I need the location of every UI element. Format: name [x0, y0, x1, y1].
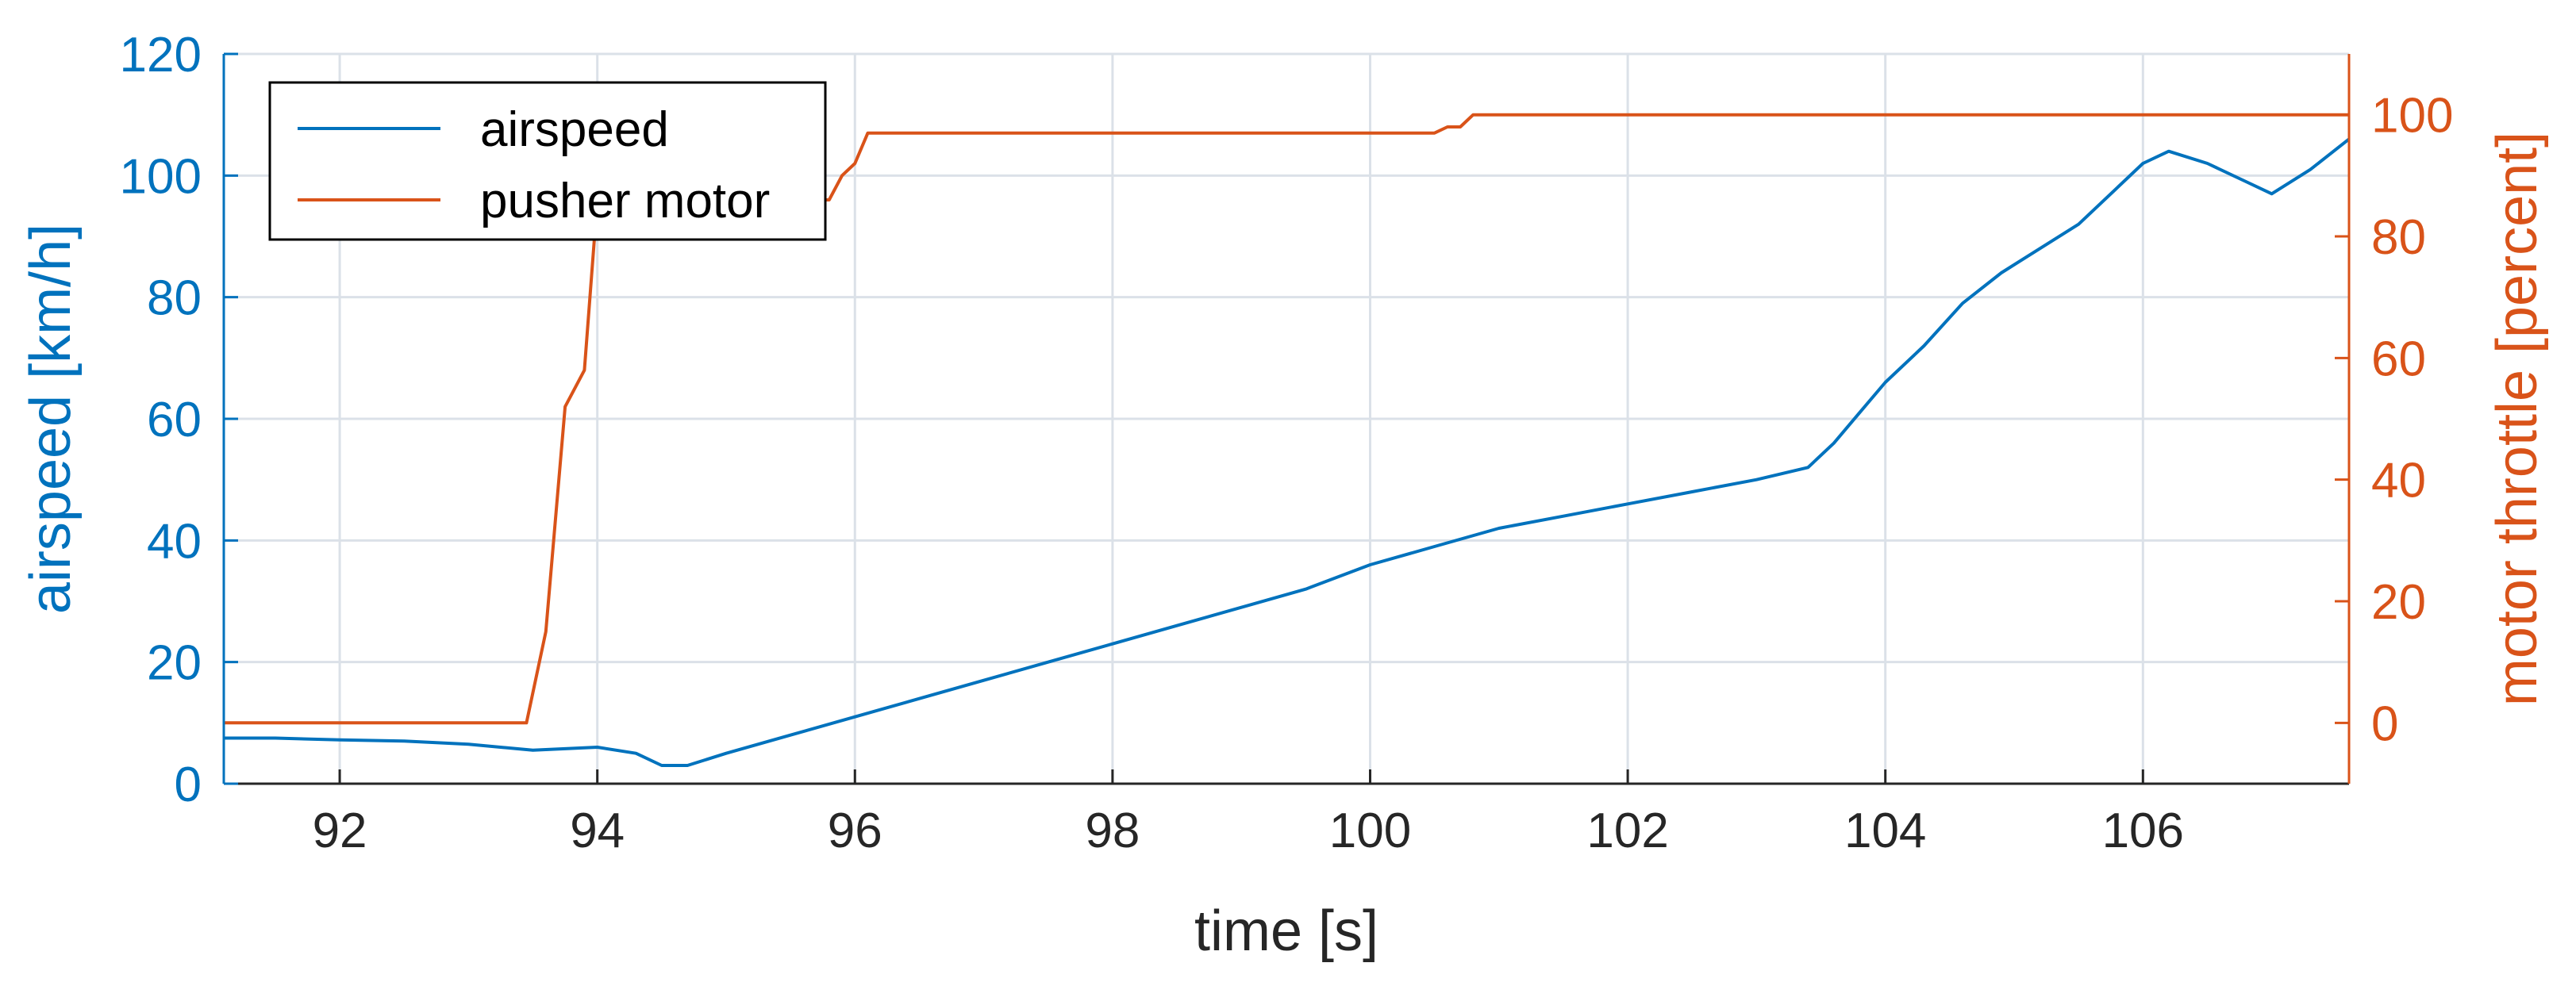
left-y-tick-label: 80: [147, 271, 202, 326]
x-tick-label: 94: [570, 804, 625, 858]
x-tick-label: 96: [828, 804, 882, 858]
plot-lines: [224, 113, 2351, 767]
x-axis-title: time [s]: [1194, 900, 1378, 963]
left-y-tick-label: 60: [147, 393, 202, 447]
x-tick-label: 106: [2102, 804, 2184, 858]
left-y-tick-label: 100: [120, 149, 202, 204]
left-y-tick-label: 20: [147, 636, 202, 691]
right-y-tick-label: 80: [2371, 210, 2426, 265]
right-y-tick-label: 100: [2371, 89, 2453, 144]
right-y-tick-label: 40: [2371, 454, 2426, 508]
right-y-tick-label: 20: [2371, 575, 2426, 630]
right-y-axis-title: motor throttle [percent]: [2486, 132, 2549, 706]
right-y-tick-label: 60: [2371, 332, 2426, 386]
pusher-motor-series-line: [224, 113, 2349, 725]
left-y-axis-title: airspeed [km/h]: [19, 224, 83, 614]
x-tick-label: 104: [1844, 804, 1926, 858]
x-tick-label: 92: [313, 804, 367, 858]
legend-label: airspeed: [480, 102, 669, 157]
axes: 92 94 96 98 100 102 104 106 0 20 40 60 80 100 120 0 20 40…: [19, 28, 2549, 963]
x-tick-label: 100: [1329, 804, 1411, 858]
x-tick-label: 98: [1085, 804, 1140, 858]
x-tick-label: 102: [1586, 804, 1668, 858]
left-y-tick-label: 40: [147, 514, 202, 569]
legend: airspeed pusher motor: [268, 81, 827, 241]
airspeed-series-line: [224, 137, 2351, 767]
right-y-tick-label: 0: [2371, 696, 2398, 751]
legend-box: [268, 81, 827, 241]
left-y-tick-label: 0: [175, 758, 202, 812]
legend-label: pusher motor: [480, 174, 770, 228]
left-y-tick-label: 120: [120, 28, 202, 82]
